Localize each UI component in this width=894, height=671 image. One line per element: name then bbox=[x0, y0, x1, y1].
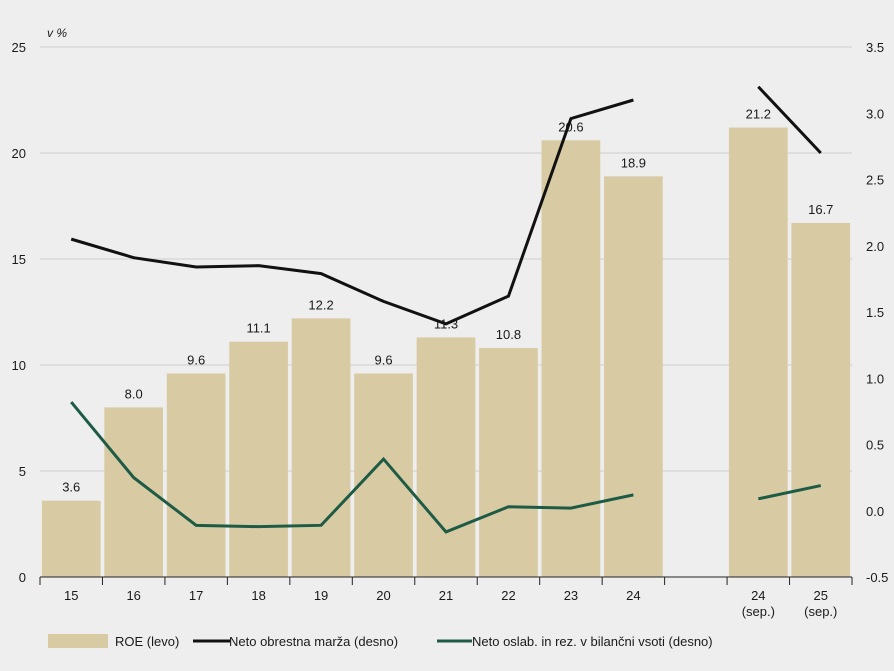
x-tick-label: 19 bbox=[314, 588, 328, 603]
bar-roe bbox=[166, 373, 226, 577]
bar-value-label: 9.6 bbox=[187, 352, 205, 367]
bar-value-label: 10.8 bbox=[496, 327, 521, 342]
right-tick-label: 1.0 bbox=[866, 371, 884, 386]
line-impairments bbox=[70, 401, 634, 534]
left-tick-label: 5 bbox=[19, 464, 26, 479]
right-tick-label: 3.5 bbox=[866, 40, 884, 55]
bar-value-label: 9.6 bbox=[374, 352, 392, 367]
right-tick-label: 2.5 bbox=[866, 173, 884, 188]
bar-roe bbox=[354, 373, 413, 577]
x-tick-label: 16 bbox=[126, 588, 140, 603]
bar-roe bbox=[291, 318, 351, 577]
legend: ROE (levo) Neto obrestna marža (desno) Net… bbox=[48, 634, 713, 649]
right-tick-label: 1.5 bbox=[866, 305, 884, 320]
left-tick-label: 0 bbox=[19, 570, 26, 585]
bar-value-label: 20.6 bbox=[558, 119, 583, 134]
left-tick-label: 10 bbox=[12, 358, 26, 373]
bar-value-label: 12.2 bbox=[308, 297, 333, 312]
bar-roe bbox=[728, 127, 788, 577]
right-tick-label: 3.0 bbox=[866, 106, 884, 121]
x-tick-label: 24 bbox=[626, 588, 640, 603]
bar-value-label: 18.9 bbox=[621, 155, 646, 170]
bar-roe bbox=[604, 176, 663, 577]
bar-roe bbox=[541, 140, 601, 577]
bar-value-label: 3.6 bbox=[62, 480, 80, 495]
x-tick-label: 15 bbox=[64, 588, 78, 603]
bar-roe bbox=[229, 341, 288, 577]
right-tick-label: 0.5 bbox=[866, 438, 884, 453]
left-tick-label: 20 bbox=[12, 146, 26, 161]
bar-roe bbox=[791, 222, 851, 577]
right-tick-label: 0.0 bbox=[866, 504, 884, 519]
x-tick-label: 21 bbox=[439, 588, 453, 603]
left-tick-label: 15 bbox=[12, 252, 26, 267]
legend-label-impairments: Neto oslab. in rez. v bilančni vsoti (de… bbox=[472, 634, 713, 649]
x-tick-label: 23 bbox=[564, 588, 578, 603]
x-tick-label: 18 bbox=[251, 588, 265, 603]
bar-value-label: 16.7 bbox=[808, 202, 833, 217]
bar-roe bbox=[41, 500, 101, 577]
unit-label: v % bbox=[47, 26, 67, 40]
left-tick-label: 25 bbox=[12, 40, 26, 55]
line-impairments bbox=[757, 484, 822, 501]
line-net-interest-margin bbox=[70, 98, 634, 326]
right-tick-label: 2.0 bbox=[866, 239, 884, 254]
right-tick-label: -0.5 bbox=[866, 570, 888, 585]
x-tick-label: 25 (sep.) bbox=[804, 588, 837, 619]
legend-swatch-roe bbox=[48, 634, 108, 648]
bar-value-label: 21.2 bbox=[746, 107, 771, 122]
x-tick-label: 24 (sep.) bbox=[742, 588, 775, 619]
x-tick-label: 17 bbox=[189, 588, 203, 603]
bar-roe bbox=[479, 348, 538, 577]
x-tick-label: 20 bbox=[376, 588, 390, 603]
legend-label-roe: ROE (levo) bbox=[115, 634, 179, 649]
line-net-interest-margin bbox=[757, 85, 822, 155]
bar-value-label: 8.0 bbox=[125, 386, 143, 401]
bar-value-label: 11.1 bbox=[246, 321, 270, 336]
legend-label-nim: Neto obrestna marža (desno) bbox=[229, 634, 398, 649]
bar-roe bbox=[416, 337, 476, 577]
x-tick-label: 22 bbox=[501, 588, 515, 603]
